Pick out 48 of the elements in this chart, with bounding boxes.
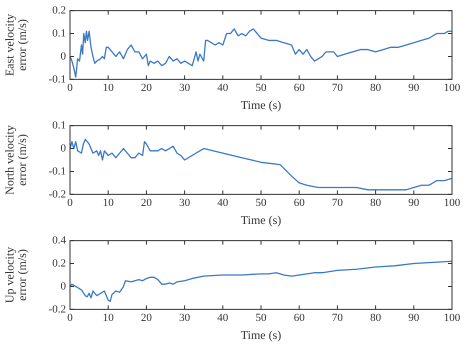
- x-tick-label: 100: [444, 82, 461, 94]
- x-tick-label: 10: [102, 312, 114, 324]
- y-tick-label: 0: [60, 280, 66, 292]
- x-axis-title: Time (s): [240, 328, 282, 342]
- x-tick-label: 20: [140, 82, 152, 94]
- y-tick-label: 0: [60, 142, 66, 154]
- x-tick-label: 70: [332, 196, 344, 209]
- x-tick-label: 20: [140, 196, 152, 209]
- x-tick-label: 40: [217, 312, 229, 324]
- x-tick-label: 60: [294, 82, 306, 94]
- y-tick-label: 0.1: [52, 27, 66, 40]
- y-tick-label: -0.2: [48, 303, 66, 316]
- x-tick-label: 30: [179, 82, 191, 94]
- y-tick-label: -0.2: [48, 188, 66, 200]
- y-axis-title: Up velocity error (m/s): [2, 246, 30, 304]
- x-tick-label: 60: [294, 196, 306, 209]
- y-tick-label: 0.1: [52, 119, 66, 132]
- y-tick-label: 0.4: [52, 234, 66, 246]
- x-tick-label: 70: [332, 312, 344, 324]
- x-tick-label: 10: [102, 82, 114, 94]
- x-tick-label: 60: [294, 312, 306, 324]
- x-tick-label: 90: [408, 312, 420, 324]
- y-tick-label: 0: [60, 50, 66, 62]
- x-tick-label: 30: [179, 312, 191, 324]
- x-tick-label: 70: [332, 82, 344, 94]
- x-tick-label: 90: [408, 82, 420, 94]
- x-tick-label: 50: [256, 82, 267, 94]
- x-tick-label: 100: [444, 196, 461, 209]
- x-tick-label: 40: [217, 82, 229, 94]
- x-axis-title: Time (s): [240, 98, 282, 112]
- x-tick-label: 80: [370, 312, 382, 324]
- x-tick-label: 10: [102, 196, 114, 209]
- y-tick-label: 0.2: [52, 257, 66, 270]
- y-axis-title: North velocity error (m/s): [2, 125, 30, 195]
- x-tick-label: 50: [256, 312, 267, 324]
- x-tick-label: 40: [217, 196, 229, 209]
- y-tick-label: -0.1: [48, 73, 66, 86]
- x-tick-label: 80: [370, 196, 382, 209]
- x-tick-label: 50: [256, 196, 267, 209]
- x-tick-label: 30: [179, 196, 191, 209]
- y-tick-label: -0.1: [48, 165, 66, 178]
- y-tick-label: 0.2: [52, 4, 66, 16]
- x-tick-label: 90: [408, 196, 420, 209]
- y-axis-title: East velocity error (m/s): [2, 14, 30, 76]
- x-tick-label: 100: [444, 312, 461, 324]
- x-tick-label: 20: [140, 312, 152, 324]
- x-axis-title: Time (s): [240, 212, 282, 227]
- x-tick-label: 80: [370, 82, 382, 94]
